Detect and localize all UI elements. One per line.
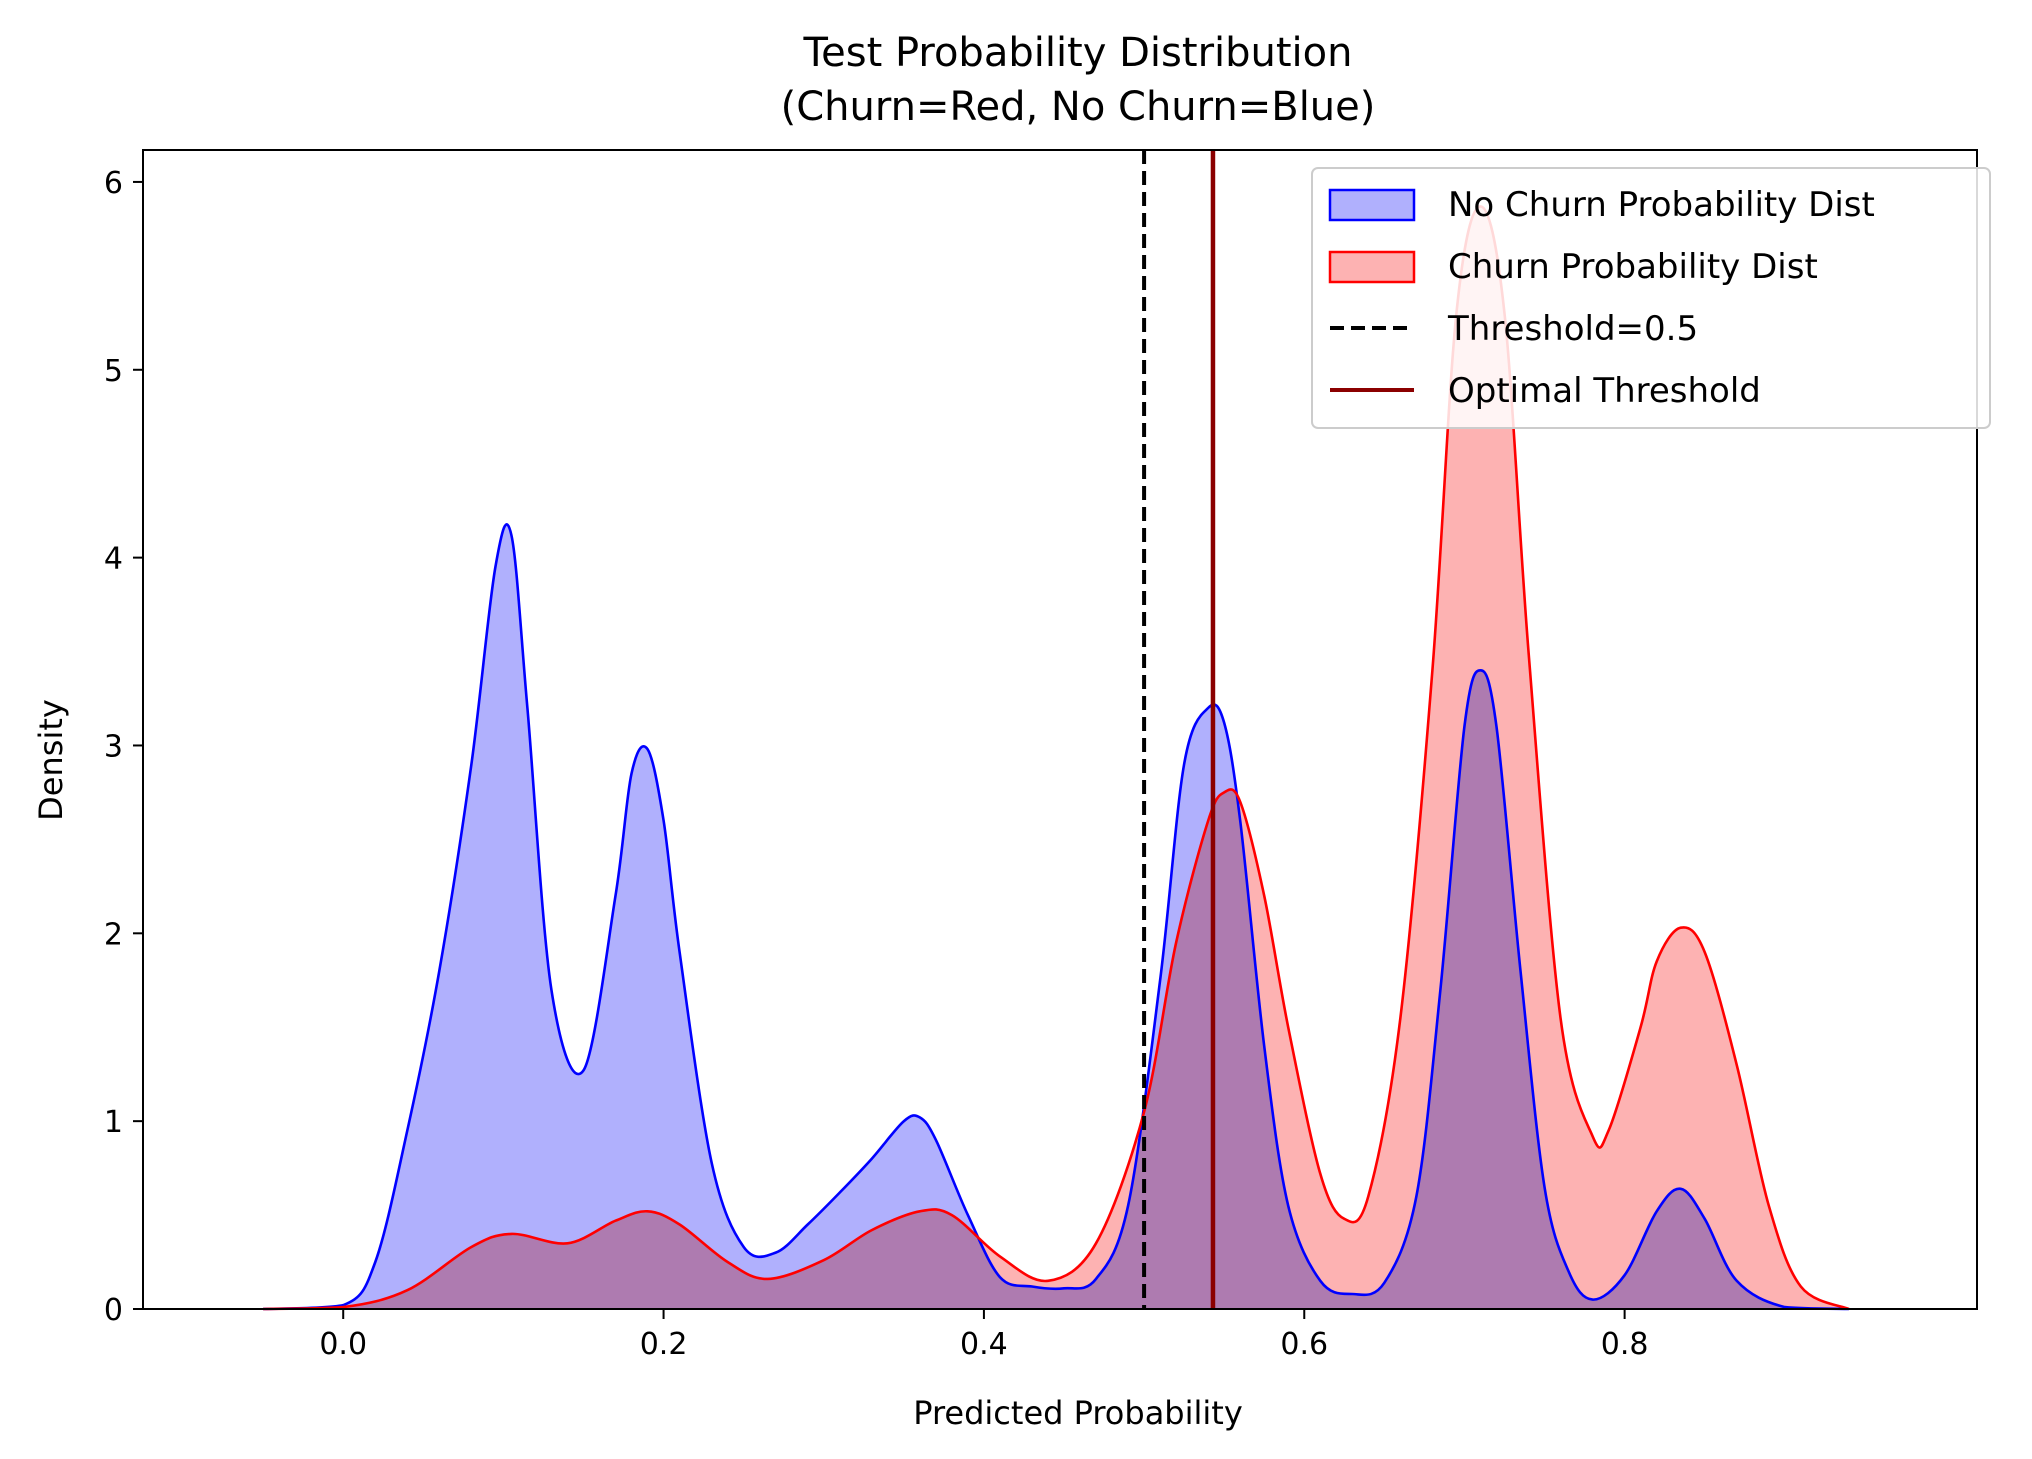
y-tick-label-5: 5 <box>104 354 123 389</box>
y-axis-label: Density <box>32 699 70 821</box>
x-axis-label: Predicted Probability <box>913 1394 1243 1432</box>
chart-title: Test Probability Distribution <box>802 30 1352 76</box>
chart-subtitle: (Churn=Red, No Churn=Blue) <box>781 84 1376 130</box>
y-tick-label-1: 1 <box>104 1105 123 1140</box>
x-tick-label-0: 0.0 <box>319 1327 367 1362</box>
legend-label-2: Threshold=0.5 <box>1447 309 1698 349</box>
x-tick-label-1: 0.2 <box>640 1327 688 1362</box>
y-tick-label-6: 6 <box>104 166 123 201</box>
legend-box <box>1311 167 1991 429</box>
y-tick-label-2: 2 <box>104 917 123 952</box>
legend-swatch-1 <box>1328 250 1416 284</box>
series-line-0 <box>263 523 1849 1311</box>
legend-label-1: Churn Probability Dist <box>1448 247 1818 287</box>
legend-label-3: Optimal Threshold <box>1448 371 1761 411</box>
y-tick-label-3: 3 <box>104 729 123 764</box>
plot-area: 0.0 0.2 0.4 0.6 0.8 0 1 2 3 4 5 6 <box>104 149 1978 1362</box>
x-tick-label-3: 0.6 <box>1280 1327 1328 1362</box>
y-tick-label-4: 4 <box>104 542 123 577</box>
axes-frame <box>142 149 1978 1310</box>
legend-label-0: No Churn Probability Dist <box>1448 185 1875 225</box>
x-tick-label-4: 0.8 <box>1601 1327 1649 1362</box>
legend: No Churn Probability Dist Churn Probabili… <box>1311 167 1991 429</box>
series-area-1 <box>263 206 1849 1309</box>
x-tick-label-2: 0.4 <box>960 1327 1008 1362</box>
series-line-1 <box>263 205 1850 1311</box>
legend-swatch-0 <box>1328 188 1416 222</box>
y-tick-label-0: 0 <box>104 1293 123 1328</box>
